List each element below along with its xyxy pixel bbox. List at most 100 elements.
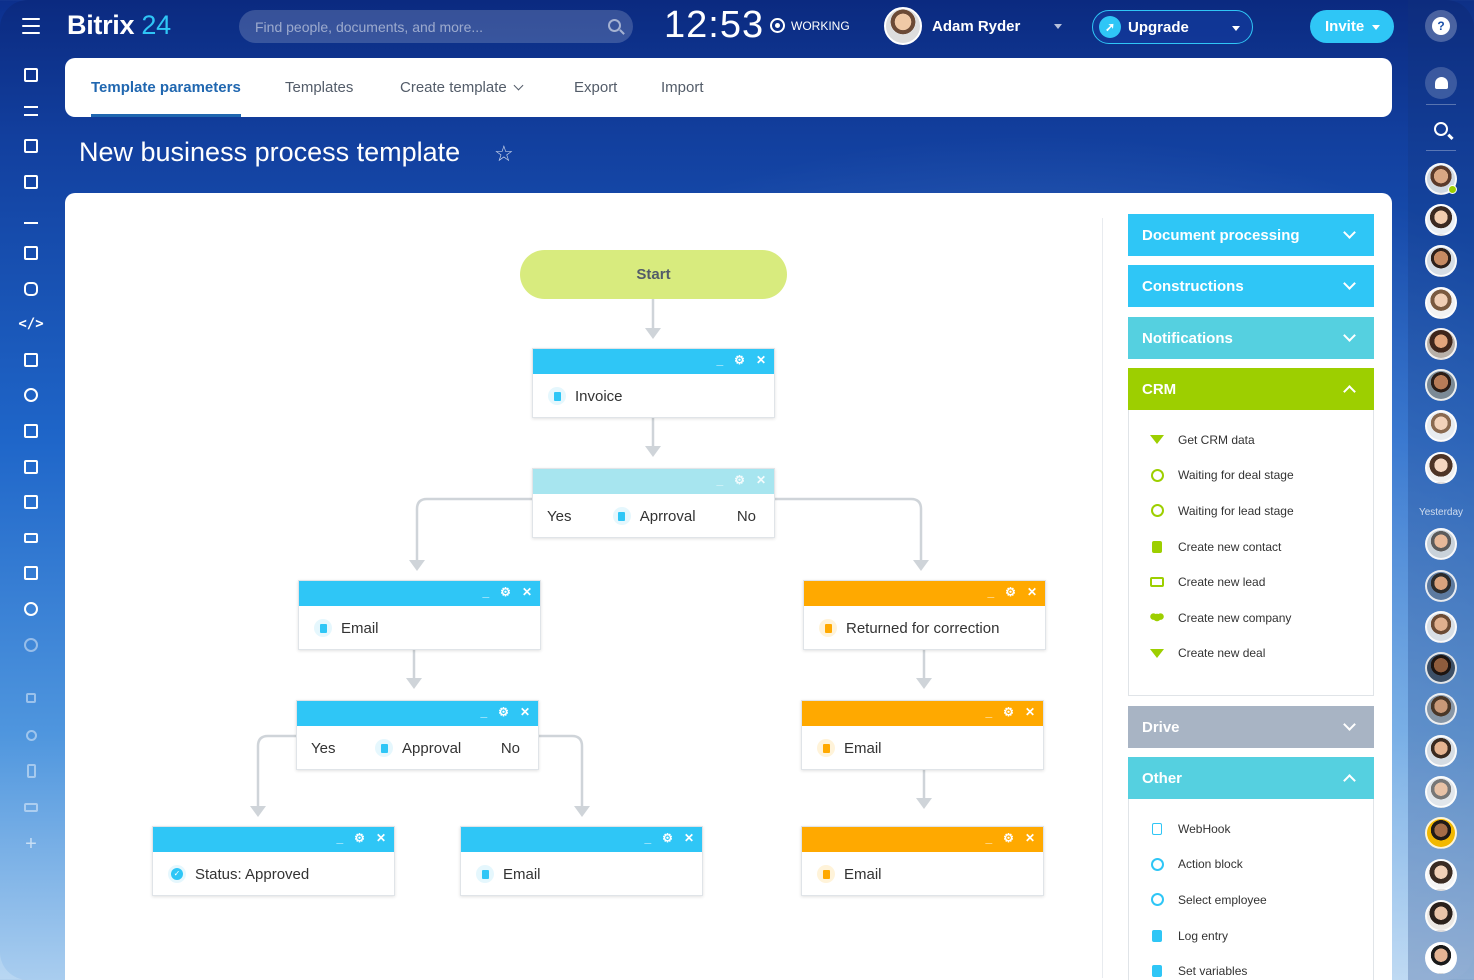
panel-document-processing[interactable]: Document processing (1128, 214, 1374, 256)
help-button[interactable]: ? (1425, 10, 1457, 42)
minimize-icon[interactable]: _ (644, 831, 652, 845)
list-item[interactable]: Create new lead (1129, 564, 1373, 600)
contact-avatar[interactable] (1425, 611, 1457, 643)
flow-block-email[interactable]: _ ⚙ ✕ Email (298, 580, 541, 650)
flow-block-approval-top[interactable]: _ ⚙ ✕ Yes Aprroval No (532, 468, 775, 538)
flow-block-email[interactable]: _ ⚙ ✕ Email (801, 700, 1044, 770)
contact-avatar[interactable] (1425, 452, 1457, 484)
menu-icon[interactable] (22, 18, 40, 34)
list-item[interactable]: Create new contact (1129, 529, 1373, 565)
plus-icon[interactable]: + (25, 832, 37, 855)
minimize-icon[interactable]: _ (716, 473, 724, 487)
close-icon[interactable]: ✕ (519, 705, 530, 719)
list-item[interactable]: Create new company (1129, 600, 1373, 636)
calendar-icon[interactable] (22, 174, 40, 190)
contact-avatar[interactable] (1425, 163, 1457, 195)
panel-notifications[interactable]: Notifications (1128, 317, 1374, 359)
list-item[interactable]: Action block (1129, 847, 1373, 883)
contact-avatar[interactable] (1425, 287, 1457, 319)
minimize-icon[interactable]: _ (336, 831, 344, 845)
notifications-button[interactable] (1425, 67, 1457, 99)
close-icon[interactable]: ✕ (683, 831, 694, 845)
contact-avatar[interactable] (1425, 693, 1457, 725)
contact-avatar[interactable] (1425, 204, 1457, 236)
search-input[interactable] (239, 10, 633, 43)
tab-export[interactable]: Export (574, 79, 618, 96)
app-logo[interactable]: Bitrix 24 (67, 10, 171, 40)
minimize-icon[interactable]: _ (480, 705, 488, 719)
list-item[interactable]: Waiting for deal stage (1129, 458, 1373, 494)
list-item[interactable]: Get CRM data (1129, 422, 1373, 458)
user-menu[interactable]: Adam Ryder (884, 7, 1063, 45)
contact-avatar[interactable] (1425, 528, 1457, 560)
grid-icon[interactable] (22, 138, 40, 154)
start-node[interactable]: Start (520, 250, 787, 299)
gear-icon[interactable]: ⚙ (500, 585, 511, 599)
tab-import[interactable]: Import (661, 79, 704, 96)
gear-icon[interactable]: ⚙ (354, 831, 365, 845)
gear-icon[interactable]: ⚙ (734, 353, 745, 367)
contact-avatar[interactable] (1425, 328, 1457, 360)
minimize-icon[interactable]: _ (985, 705, 993, 719)
settings-icon[interactable] (22, 727, 40, 743)
image-icon[interactable] (22, 459, 40, 475)
contact-avatar[interactable] (1425, 735, 1457, 767)
list-item[interactable]: Select employee (1129, 882, 1373, 918)
store-icon[interactable] (22, 565, 40, 581)
ship-icon[interactable] (22, 352, 40, 368)
gear-icon[interactable]: ⚙ (498, 705, 509, 719)
panel-constructions[interactable]: Constructions (1128, 265, 1374, 307)
panel-drive[interactable]: Drive (1128, 706, 1374, 748)
flow-block-email[interactable]: _ ⚙ ✕ Email (801, 826, 1044, 896)
robot-icon[interactable] (22, 281, 40, 297)
chevron-circle-icon[interactable] (22, 637, 40, 653)
flow-block-invoice[interactable]: _ ⚙ ✕ Invoice (532, 348, 775, 418)
close-icon[interactable]: ✕ (755, 353, 766, 367)
tab-templates[interactable]: Templates (285, 79, 354, 96)
close-icon[interactable]: ✕ (521, 585, 532, 599)
gear-icon[interactable]: ⚙ (1003, 705, 1014, 719)
panel-crm[interactable]: CRM (1128, 368, 1374, 410)
sitemap-icon[interactable] (22, 690, 40, 706)
filter-icon[interactable] (22, 103, 40, 119)
upgrade-button[interactable]: ➚ Upgrade (1092, 10, 1253, 44)
tab-template-parameters[interactable]: Template parameters (91, 58, 241, 117)
close-icon[interactable]: ✕ (1026, 585, 1037, 599)
minimize-icon[interactable]: _ (716, 353, 724, 367)
video-icon[interactable] (22, 530, 40, 546)
close-icon[interactable]: ✕ (375, 831, 386, 845)
contact-avatar[interactable] (1425, 776, 1457, 808)
contact-avatar[interactable] (1425, 570, 1457, 602)
building-icon[interactable] (22, 423, 40, 439)
moon-icon[interactable] (22, 387, 40, 403)
document-icon[interactable] (22, 494, 40, 510)
contact-avatar[interactable] (1425, 942, 1457, 974)
search-icon[interactable] (608, 19, 621, 32)
list-item[interactable]: Set variables (1129, 953, 1373, 980)
invite-button[interactable]: Invite (1310, 10, 1394, 43)
close-icon[interactable]: ✕ (1024, 831, 1035, 845)
contact-avatar[interactable] (1425, 652, 1457, 684)
close-icon[interactable]: ✕ (755, 473, 766, 487)
search-bar[interactable] (239, 10, 633, 43)
contact-avatar[interactable] (1425, 859, 1457, 891)
minimize-icon[interactable]: _ (987, 585, 995, 599)
gear-icon[interactable]: ⚙ (734, 473, 745, 487)
book-icon[interactable] (22, 245, 40, 261)
contact-avatar[interactable] (1425, 900, 1457, 932)
work-status[interactable]: WORKING (770, 18, 850, 33)
feed-icon[interactable] (22, 67, 40, 83)
list-item[interactable]: WebHook (1129, 811, 1373, 847)
flow-block-returned[interactable]: _ ⚙ ✕ Returned for correction (803, 580, 1046, 650)
contact-avatar[interactable] (1425, 817, 1457, 849)
list-item[interactable]: Log entry (1129, 918, 1373, 954)
contact-avatar[interactable] (1425, 369, 1457, 401)
panel-other[interactable]: Other (1128, 757, 1374, 799)
star-icon[interactable]: ☆ (494, 141, 514, 166)
tab-create-template[interactable]: Create template (400, 58, 524, 117)
code-icon[interactable]: </> (18, 316, 44, 332)
close-icon[interactable]: ✕ (1024, 705, 1035, 719)
minimize-icon[interactable]: _ (985, 831, 993, 845)
flow-block-email[interactable]: _ ⚙ ✕ Email (460, 826, 703, 896)
list-item[interactable]: Waiting for lead stage (1129, 493, 1373, 529)
